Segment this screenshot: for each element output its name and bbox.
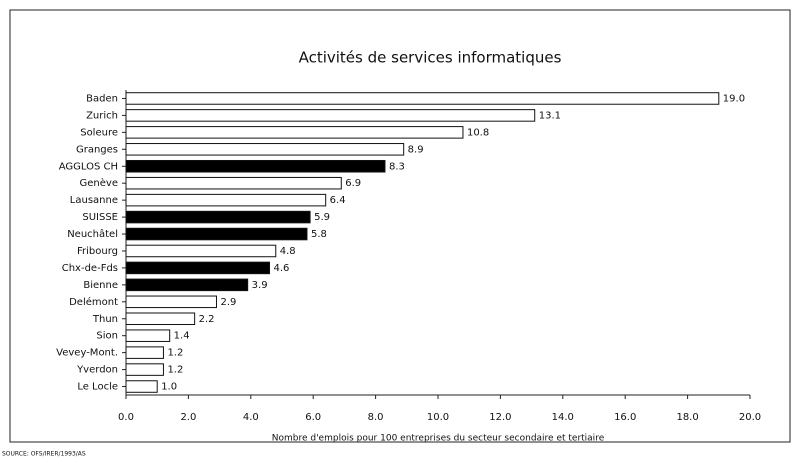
value-label: 1.2: [167, 348, 183, 359]
x-tick-label: 0.0: [118, 412, 134, 423]
y-tick-label: SUISSE: [82, 212, 118, 223]
bar: [125, 346, 164, 359]
x-tick-label: 4.0: [243, 412, 259, 423]
bar: [125, 176, 342, 190]
x-tick-label: 10.0: [427, 412, 449, 423]
value-label: 1.4: [174, 331, 190, 342]
y-tick-label: Lausanne: [70, 195, 118, 206]
value-label: 8.9: [408, 144, 424, 155]
value-label: 4.8: [280, 246, 296, 257]
bar: [125, 193, 327, 207]
y-tick-label: Vevey-Mont.: [56, 348, 118, 359]
y-tick-label: Thun: [92, 314, 118, 325]
y-tick-label: Baden: [86, 93, 118, 104]
value-label: 2.2: [199, 314, 215, 325]
y-tick-label: Zurich: [86, 110, 118, 121]
y-tick-label: Delémont: [69, 296, 118, 308]
value-label: 6.9: [345, 178, 361, 189]
value-label: 19.0: [723, 93, 745, 104]
bar: [125, 227, 308, 241]
y-tick-label: Le Locle: [77, 382, 118, 393]
x-tick-label: 14.0: [552, 412, 574, 423]
bar: [125, 261, 271, 275]
bar: [125, 159, 386, 173]
bar: [125, 210, 311, 224]
y-tick-label: Chx-de-Fds: [62, 263, 118, 274]
value-label: 1.0: [161, 382, 177, 393]
x-tick-label: 16.0: [614, 412, 636, 423]
bar: [125, 363, 164, 376]
x-tick-label: 12.0: [489, 412, 511, 423]
y-tick-label: Soleure: [80, 127, 118, 138]
value-label: 2.9: [220, 297, 236, 308]
bar: [125, 380, 158, 393]
value-label: 6.4: [330, 195, 346, 206]
x-axis-label: Nombre d'emplois pour 100 entreprises du…: [272, 434, 605, 444]
value-label: 10.8: [467, 127, 489, 138]
y-tick-label: Yverdon: [76, 365, 118, 376]
bar: [125, 244, 277, 258]
value-label: 3.9: [252, 280, 268, 291]
bar: [125, 278, 249, 292]
bar: [125, 92, 720, 105]
x-tick-label: 2.0: [180, 412, 196, 423]
bar: [125, 329, 171, 342]
value-label: 1.2: [167, 365, 183, 376]
x-tick-label: 20.0: [739, 412, 761, 423]
value-label: 4.6: [274, 263, 290, 274]
y-tick-label: Bienne: [83, 280, 118, 291]
x-tick-label: 18.0: [676, 412, 698, 423]
x-tick-label: 8.0: [368, 412, 384, 423]
chart-title: Activités de services informatiques: [299, 49, 562, 67]
y-tick-label: Granges: [76, 144, 118, 155]
bar: [125, 143, 405, 156]
y-tick-label: Neuchâtel: [67, 228, 118, 240]
x-tick-label: 6.0: [305, 412, 321, 423]
bar: [125, 109, 536, 122]
value-label: 5.9: [314, 212, 330, 223]
y-tick-label: Fribourg: [77, 246, 118, 257]
value-label: 5.8: [311, 229, 327, 240]
y-tick-label: Genève: [80, 177, 118, 189]
source: SOURCE: OFS/IRER/1993/AS: [2, 451, 86, 458]
value-label: 8.3: [389, 161, 405, 172]
y-tick-label: AGGLOS CH: [59, 161, 118, 172]
y-tick-label: Sion: [96, 331, 118, 342]
value-label: 13.1: [539, 110, 561, 121]
bar: [125, 312, 196, 326]
bar: [125, 126, 464, 139]
bar: [125, 295, 217, 309]
frame: [9, 9, 791, 443]
